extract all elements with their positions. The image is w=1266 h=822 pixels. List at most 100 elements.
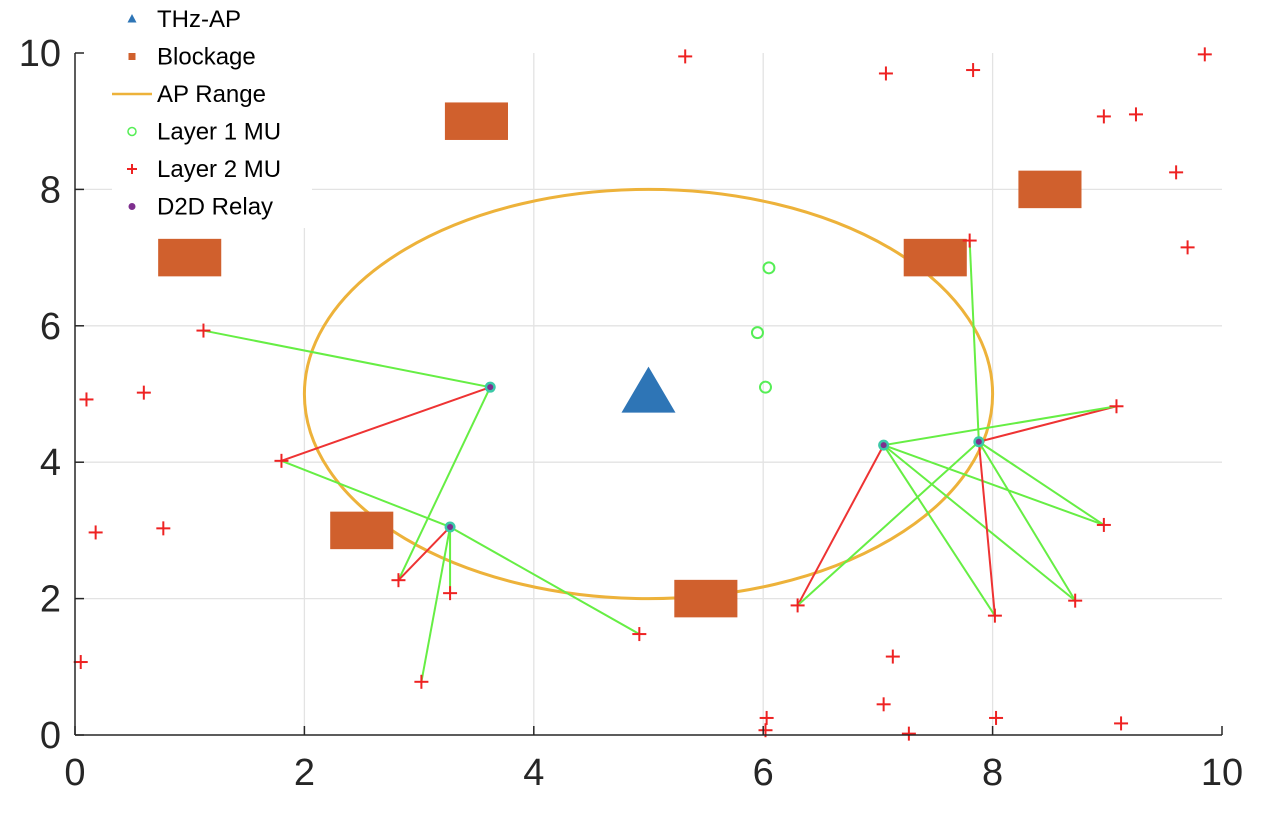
layer1-mu-point bbox=[758, 380, 772, 394]
link-line bbox=[883, 405, 1117, 447]
layer2-mu-point bbox=[678, 49, 693, 64]
y-tick-label: 4 bbox=[40, 442, 61, 484]
relay-dot bbox=[447, 523, 454, 530]
legend-label: THz-AP bbox=[157, 6, 241, 33]
link-line bbox=[203, 329, 491, 389]
layer1-mu-point bbox=[762, 261, 776, 275]
link-line bbox=[978, 405, 1117, 443]
x-tick-label: 2 bbox=[294, 752, 315, 794]
link-line bbox=[397, 526, 451, 581]
link-line bbox=[281, 386, 491, 462]
layer2-mu-point bbox=[962, 233, 977, 248]
ap-range-layer bbox=[302, 187, 995, 601]
layer1-mu-point bbox=[750, 326, 764, 340]
ap-range-circle bbox=[302, 187, 995, 601]
layer2-mu-point bbox=[1128, 107, 1143, 122]
legend-item: AP Range bbox=[112, 81, 266, 108]
y-tick-label: 2 bbox=[40, 579, 61, 621]
legend-item: D2D Relay bbox=[128, 194, 273, 221]
legend-item: THz-AP bbox=[127, 6, 241, 33]
blockage bbox=[444, 102, 508, 140]
blockage bbox=[674, 579, 738, 618]
layer2-mu-point bbox=[88, 525, 103, 540]
link-line bbox=[796, 440, 980, 607]
legend-marker-dot bbox=[128, 203, 136, 210]
thz-ap-marker bbox=[621, 366, 676, 413]
y-tick-label: 10 bbox=[19, 33, 61, 75]
layer2-mu-point bbox=[443, 586, 458, 601]
link-line bbox=[281, 459, 451, 528]
legend-label: Layer 1 MU bbox=[157, 119, 281, 146]
layer2-mu-point bbox=[759, 710, 774, 725]
layer2-mu-point bbox=[901, 726, 916, 741]
link-line bbox=[883, 444, 1105, 526]
y-tick-label: 8 bbox=[40, 169, 61, 211]
layer2-mu-point bbox=[1096, 109, 1111, 124]
layer2-mu-point bbox=[1197, 47, 1212, 62]
x-tick-label: 8 bbox=[982, 752, 1003, 794]
link-line bbox=[977, 441, 1077, 602]
relay-node bbox=[878, 439, 890, 451]
link-line bbox=[883, 444, 1076, 602]
layer2-mu-point bbox=[156, 521, 171, 536]
y-tick-label: 0 bbox=[40, 715, 61, 757]
legend-item: Layer 2 MU bbox=[127, 156, 281, 183]
link-line bbox=[796, 444, 885, 606]
blockage bbox=[903, 238, 967, 277]
link-line bbox=[968, 240, 980, 442]
layer2-mu-point bbox=[1068, 593, 1083, 608]
legend-item: Layer 1 MU bbox=[127, 119, 281, 146]
legend-label: Layer 2 MU bbox=[157, 156, 281, 183]
axes: 0 2 4 6 8 10 0 2 4 6 8 10 bbox=[19, 33, 1243, 794]
layer2-mu-point bbox=[1096, 517, 1111, 532]
layer2-mu-point bbox=[1169, 165, 1184, 180]
link-line bbox=[449, 526, 640, 635]
legend-box bbox=[112, 0, 312, 228]
x-tick-label: 10 bbox=[1201, 752, 1243, 794]
link-line bbox=[882, 444, 996, 617]
legend-marker-circle bbox=[127, 126, 137, 137]
blockage-layer bbox=[158, 102, 1082, 618]
link-line bbox=[977, 441, 996, 616]
blockage bbox=[330, 511, 394, 550]
layer2-mu-point bbox=[1114, 716, 1129, 731]
relay-dot bbox=[487, 384, 494, 391]
layer2-mu-point bbox=[885, 649, 900, 664]
layer2-mu-point bbox=[136, 385, 151, 400]
layer2-mu-point bbox=[1109, 399, 1124, 414]
legend-item: Blockage bbox=[128, 44, 256, 71]
layer2-mu-point bbox=[391, 573, 406, 588]
layer1-mu-layer bbox=[750, 261, 776, 394]
layer2-mu-point bbox=[876, 697, 891, 712]
y-tick-label: 6 bbox=[40, 306, 61, 348]
layer2-mu-point bbox=[878, 66, 893, 81]
layer2-mu-point bbox=[989, 710, 1004, 725]
legend: THz-AP Blockage AP Range Layer 1 MU Layer 2 … bbox=[112, 0, 312, 228]
relay-dot bbox=[880, 442, 887, 449]
link-line bbox=[397, 386, 492, 581]
relay-node bbox=[973, 436, 985, 448]
x-tick-label: 6 bbox=[753, 752, 774, 794]
legend-marker-plus bbox=[127, 164, 137, 174]
relay-node bbox=[444, 521, 456, 533]
layer2-mu-point bbox=[73, 655, 88, 670]
layer2-mu-point bbox=[79, 392, 94, 407]
link-line bbox=[978, 440, 1105, 526]
layer2-mu-layer bbox=[73, 47, 1212, 741]
ap-layer bbox=[621, 366, 676, 413]
blockage bbox=[158, 238, 222, 277]
relay-layer bbox=[444, 381, 985, 533]
layer2-mu-point bbox=[414, 674, 429, 689]
layer2-mu-point bbox=[196, 323, 211, 338]
x-tick-label: 0 bbox=[64, 752, 85, 794]
layer2-mu-point bbox=[790, 598, 805, 613]
legend-label: Blockage bbox=[157, 44, 256, 71]
relay-node bbox=[484, 381, 496, 393]
legend-marker-square bbox=[128, 53, 136, 60]
layer2-mu-point bbox=[274, 453, 289, 468]
legend-label: D2D Relay bbox=[157, 194, 273, 221]
layer2-mu-point bbox=[1180, 240, 1195, 255]
blockage bbox=[1018, 170, 1082, 209]
legend-label: AP Range bbox=[157, 81, 266, 108]
